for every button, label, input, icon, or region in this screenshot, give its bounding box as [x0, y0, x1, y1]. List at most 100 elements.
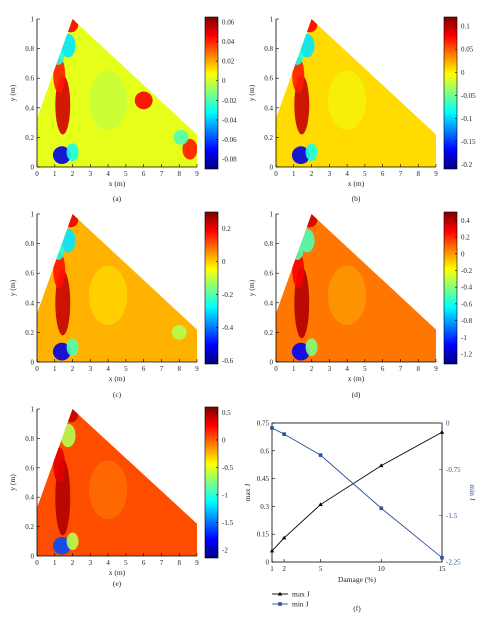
x-tick-label: 3: [89, 170, 93, 178]
field-region: [292, 57, 305, 93]
field-region: [291, 47, 304, 65]
colorbar-tick-label: -0.2: [461, 161, 473, 169]
field-area: [37, 214, 197, 362]
data-point: [281, 535, 287, 540]
y-tick-label: 0.8: [264, 45, 273, 53]
field-region: [327, 70, 367, 130]
x-tick-label: 1: [292, 365, 296, 373]
x-tick-label: 9: [434, 365, 438, 373]
field-region: [66, 338, 79, 357]
colorbar-tick-label: 0.1: [461, 23, 470, 31]
x-tick-label: 4: [106, 559, 110, 567]
colorbar-tick-label: -0.5: [222, 464, 234, 472]
colorbar-tick-label: 0.05: [461, 46, 474, 54]
right-y-axis-label: min J: [468, 484, 477, 501]
x-tick-label: 0: [274, 170, 278, 178]
y-tick-label: 0.8: [25, 240, 34, 248]
x-tick-label: 2: [282, 565, 286, 573]
x-axis-label: x (m): [348, 179, 365, 188]
y-tick-label: 0.6: [25, 75, 34, 83]
x-tick-label: 8: [177, 365, 181, 373]
x-tick-label: 15: [439, 565, 447, 573]
x-tick-label: 8: [177, 170, 181, 178]
y-tick-label: 0.4: [25, 494, 34, 502]
heatmap-panel-2: 0 1 2 3 4 5 6 7 8 9 0 0.2 0.4 0.6 0.8 1 x (m) y (m) (c) 0.2…: [8, 211, 234, 400]
y-tick-label: 0.8: [264, 240, 273, 248]
panel-caption: (d): [352, 390, 361, 399]
colorbar: [204, 211, 219, 365]
x-tick-label: 5: [363, 365, 367, 373]
y-tick-label: 0.8: [25, 45, 34, 53]
y-tick-label: 0: [266, 559, 270, 567]
x-tick-label: 7: [160, 559, 164, 567]
data-point: [379, 506, 384, 511]
x-tick-label: 3: [89, 365, 93, 373]
data-point: [282, 432, 286, 436]
y-tick-label: 0: [270, 359, 274, 367]
colorbar-tick-label: -1: [461, 334, 467, 342]
x-tick-label: 4: [345, 170, 349, 178]
field-area: [37, 19, 197, 167]
x-tick-label: 3: [328, 170, 332, 178]
field-region: [327, 265, 367, 325]
x-tick-label: 2: [71, 365, 75, 373]
field-area: [276, 19, 436, 167]
x-tick-label: 1: [292, 170, 296, 178]
y-tick-label: 0.6: [25, 464, 34, 472]
colorbar-tick-label: -0.05: [461, 92, 476, 100]
y-tick-label: 0: [31, 359, 35, 367]
colorbar-tick-label: 0.5: [222, 409, 231, 417]
y-tick-label: 1: [31, 16, 35, 24]
x-tick-label: 1: [53, 559, 57, 567]
x-axis-label: x (m): [109, 374, 126, 383]
y-tick-label: 0.4: [25, 299, 34, 307]
y-tick-label: 0.75: [257, 420, 270, 428]
y-tick-label: 0.2: [264, 134, 273, 142]
colorbar: [204, 406, 219, 559]
colorbar-tick-label: -1.5: [222, 519, 234, 527]
colorbar-tick-label: 0.02: [222, 58, 235, 66]
legend-label: max J: [292, 590, 310, 599]
field-region: [53, 447, 66, 483]
x-tick-label: 6: [142, 559, 146, 567]
colorbar-tick-label: 0: [461, 250, 465, 258]
x-tick-label: 7: [399, 365, 403, 373]
x-tick-label: 9: [195, 559, 199, 567]
field-region: [52, 242, 65, 260]
data-point: [270, 426, 274, 430]
data-point: [318, 502, 323, 507]
y-tick-label: 0.6: [264, 270, 273, 278]
colorbar-tick-label: -0.04: [222, 116, 237, 124]
x-axis-label: x (m): [348, 374, 365, 383]
data-point: [440, 555, 444, 560]
colorbar-tick-label: -0.08: [222, 156, 237, 164]
field-region: [66, 532, 79, 551]
line-chart-panel: 1 2 5 10 15 0 0.15 0.3 0.45 0.6 0.75 0 -0.75 -1.5 -2.2…: [243, 420, 477, 614]
x-tick-label: 6: [142, 170, 146, 178]
x-tick-label: 5: [124, 365, 128, 373]
right-y-tick-label: 0: [446, 420, 450, 428]
y-tick-label: 0: [270, 164, 274, 172]
colorbar-tick-label: 0: [222, 77, 226, 85]
x-tick-label: 9: [434, 170, 438, 178]
field-region: [88, 265, 128, 325]
x-tick-label: 6: [381, 365, 385, 373]
x-tick-label: 9: [195, 170, 199, 178]
y-tick-label: 1: [31, 211, 35, 219]
x-tick-label: 10: [378, 565, 386, 573]
y-tick-label: 0.2: [25, 134, 34, 142]
x-tick-label: 0: [274, 365, 278, 373]
panel-caption: (e): [113, 579, 122, 588]
right-y-tick-label: -2.25: [446, 559, 461, 567]
panel-caption: (a): [113, 194, 122, 203]
field-region: [291, 146, 310, 165]
colorbar-tick-label: -0.06: [222, 136, 237, 144]
x-tick-label: 6: [142, 365, 146, 373]
y-axis-label: y (m): [8, 474, 17, 491]
panel-caption: (f): [353, 604, 361, 613]
series-line-1: [271, 427, 443, 559]
colorbar-tick-label: -2: [222, 546, 228, 554]
x-tick-label: 8: [416, 170, 420, 178]
colorbar-tick-label: 0: [222, 436, 226, 444]
colorbar-tick-label: 0.2: [461, 234, 470, 242]
